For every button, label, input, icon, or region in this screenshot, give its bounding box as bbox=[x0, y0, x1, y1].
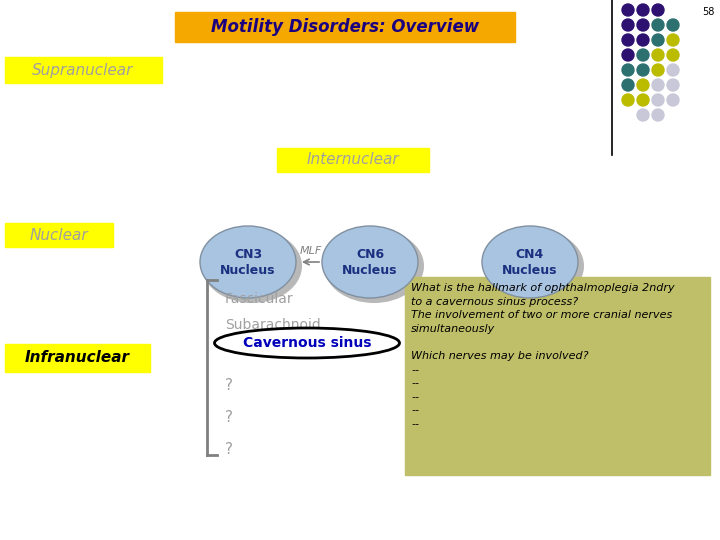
Circle shape bbox=[652, 34, 664, 46]
Circle shape bbox=[622, 79, 634, 91]
Circle shape bbox=[637, 94, 649, 106]
Text: Internuclear: Internuclear bbox=[307, 152, 400, 167]
Text: Subarachnoid: Subarachnoid bbox=[225, 318, 320, 332]
Ellipse shape bbox=[322, 226, 418, 298]
Text: ?: ? bbox=[225, 442, 233, 456]
Text: CN6
Nucleus: CN6 Nucleus bbox=[342, 247, 397, 276]
Text: Fascicular: Fascicular bbox=[225, 292, 294, 306]
Circle shape bbox=[637, 64, 649, 76]
Text: 58: 58 bbox=[703, 7, 715, 17]
Circle shape bbox=[652, 19, 664, 31]
Circle shape bbox=[622, 19, 634, 31]
Circle shape bbox=[652, 94, 664, 106]
Ellipse shape bbox=[202, 229, 302, 303]
Text: Supranuclear: Supranuclear bbox=[32, 63, 134, 78]
Circle shape bbox=[637, 109, 649, 121]
Text: ?: ? bbox=[225, 409, 233, 424]
Text: Cavernous sinus: Cavernous sinus bbox=[243, 336, 372, 350]
Circle shape bbox=[667, 49, 679, 61]
Text: CN4
Nucleus: CN4 Nucleus bbox=[503, 247, 558, 276]
Text: What is the hallmark of ophthalmoplegia 2ndry
to a cavernous sinus process?
The : What is the hallmark of ophthalmoplegia … bbox=[411, 283, 675, 429]
Circle shape bbox=[622, 4, 634, 16]
Circle shape bbox=[667, 64, 679, 76]
Ellipse shape bbox=[484, 229, 584, 303]
Circle shape bbox=[622, 64, 634, 76]
Text: ?: ? bbox=[225, 377, 233, 393]
Circle shape bbox=[667, 19, 679, 31]
Ellipse shape bbox=[324, 229, 424, 303]
Circle shape bbox=[637, 19, 649, 31]
FancyBboxPatch shape bbox=[5, 57, 162, 83]
Text: Infranuclear: Infranuclear bbox=[24, 350, 130, 366]
Circle shape bbox=[622, 34, 634, 46]
Circle shape bbox=[652, 109, 664, 121]
Circle shape bbox=[652, 49, 664, 61]
Circle shape bbox=[622, 94, 634, 106]
Circle shape bbox=[637, 4, 649, 16]
FancyBboxPatch shape bbox=[5, 223, 113, 247]
Circle shape bbox=[652, 79, 664, 91]
FancyBboxPatch shape bbox=[5, 344, 150, 372]
Ellipse shape bbox=[215, 328, 400, 358]
Text: MLF: MLF bbox=[300, 246, 322, 256]
Circle shape bbox=[652, 4, 664, 16]
Text: Nuclear: Nuclear bbox=[30, 227, 89, 242]
Circle shape bbox=[637, 79, 649, 91]
FancyBboxPatch shape bbox=[277, 148, 429, 172]
Ellipse shape bbox=[482, 226, 578, 298]
Circle shape bbox=[637, 49, 649, 61]
Circle shape bbox=[622, 49, 634, 61]
Circle shape bbox=[652, 64, 664, 76]
Text: CN3
Nucleus: CN3 Nucleus bbox=[220, 247, 276, 276]
Circle shape bbox=[667, 34, 679, 46]
Ellipse shape bbox=[200, 226, 296, 298]
Circle shape bbox=[667, 94, 679, 106]
Circle shape bbox=[667, 79, 679, 91]
Circle shape bbox=[637, 34, 649, 46]
FancyBboxPatch shape bbox=[405, 277, 710, 475]
FancyBboxPatch shape bbox=[175, 12, 515, 42]
Text: Motility Disorders: Overview: Motility Disorders: Overview bbox=[211, 18, 479, 36]
